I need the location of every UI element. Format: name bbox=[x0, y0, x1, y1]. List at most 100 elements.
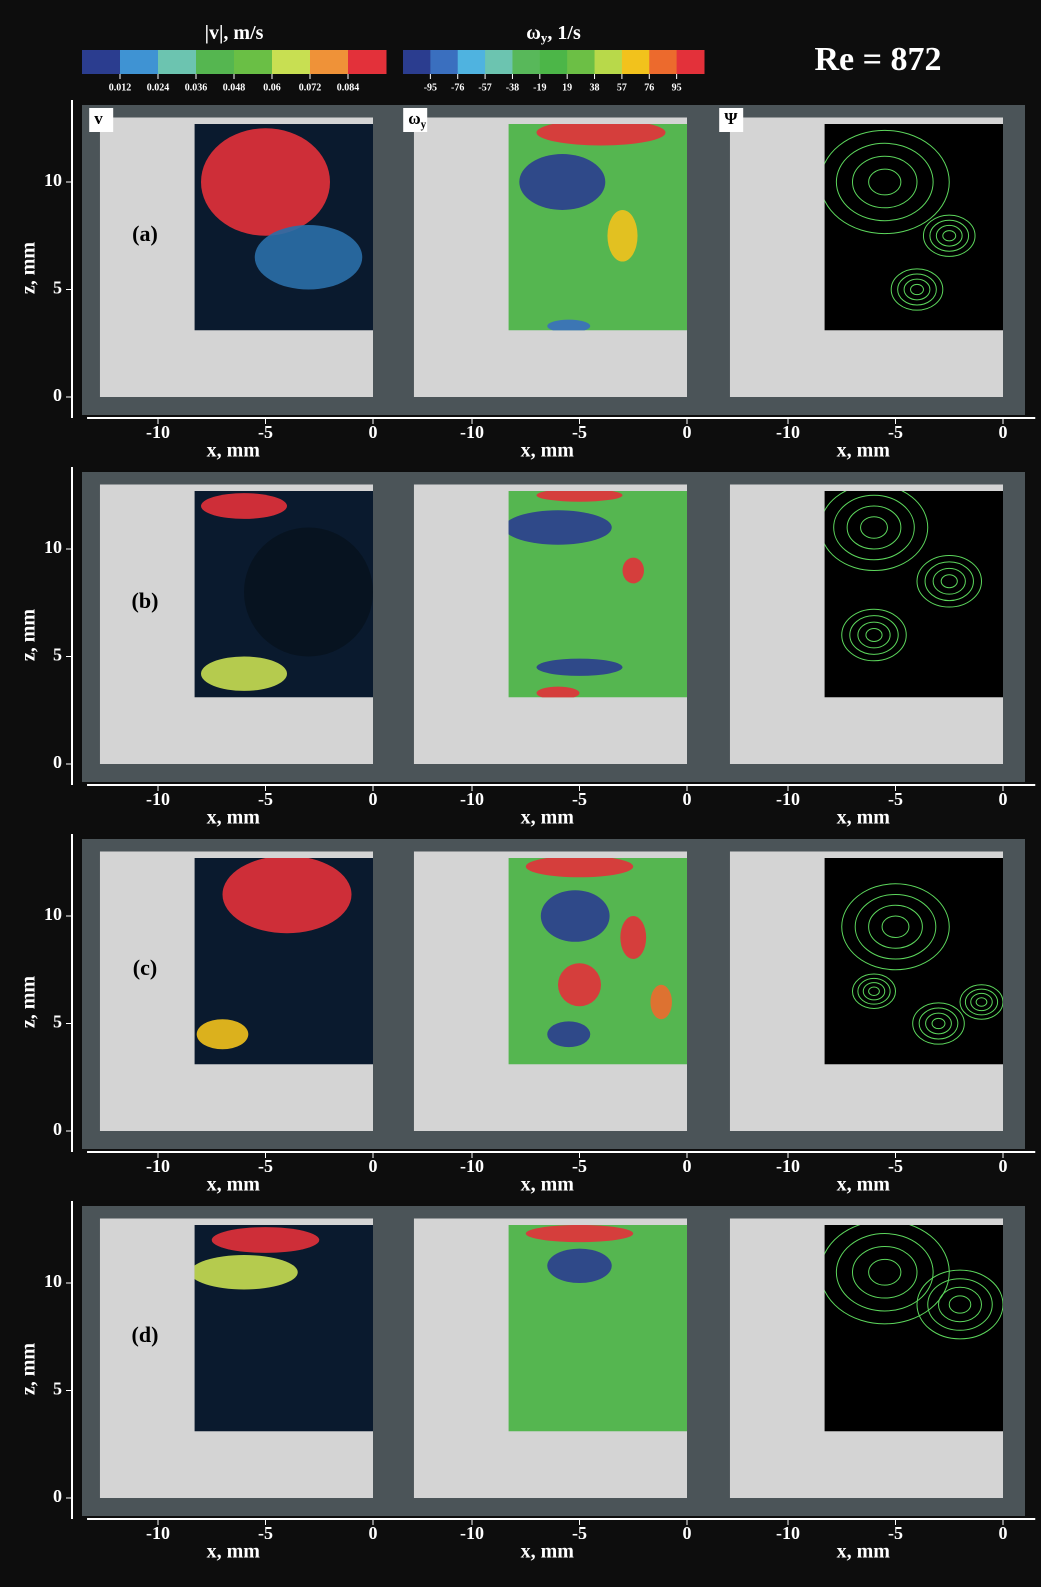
x-tick-label: 0 bbox=[999, 422, 1008, 442]
field-blob bbox=[650, 985, 672, 1019]
colorbar-tick-label: -76 bbox=[451, 82, 464, 93]
field bbox=[195, 491, 373, 697]
colorbar-swatch bbox=[485, 50, 513, 74]
colorbar-swatch bbox=[512, 50, 540, 74]
field bbox=[504, 489, 687, 700]
x-tick-label: 0 bbox=[683, 1156, 692, 1176]
x-tick-label: -10 bbox=[146, 1156, 170, 1176]
x-tick-label: 0 bbox=[369, 1156, 378, 1176]
x-axis-label: x, mm bbox=[837, 440, 891, 462]
field-blob bbox=[244, 528, 373, 657]
colorbar-swatch bbox=[567, 50, 595, 74]
x-tick-label: 0 bbox=[683, 789, 692, 809]
panel-title: Ψ bbox=[724, 109, 738, 128]
colorbar-swatch bbox=[595, 50, 623, 74]
z-axis-label: z, mm bbox=[18, 242, 40, 295]
field-blob bbox=[620, 916, 646, 959]
field bbox=[820, 485, 1003, 698]
field bbox=[825, 858, 1003, 1064]
z-axis-label: z, mm bbox=[18, 976, 40, 1029]
field bbox=[820, 1221, 1003, 1432]
panel-title-part: ω bbox=[408, 109, 420, 128]
field-blob bbox=[607, 210, 637, 262]
field-background bbox=[195, 1225, 373, 1431]
figure: Re = 872 |v|, m/s0.0120.0240.0360.0480.0… bbox=[0, 0, 1041, 1587]
panel-title-part: y bbox=[421, 119, 427, 131]
x-tick-label: -10 bbox=[460, 1523, 484, 1543]
colorbar-swatch bbox=[649, 50, 677, 74]
field bbox=[509, 120, 687, 333]
x-tick-label: -10 bbox=[776, 1156, 800, 1176]
field-blob bbox=[526, 856, 634, 878]
colorbar-label: |v|, m/s bbox=[205, 22, 264, 44]
colorbar-label: ωy, 1/s bbox=[526, 22, 581, 45]
x-axis-label: x, mm bbox=[837, 1541, 891, 1563]
field-blob bbox=[541, 890, 610, 942]
colorbar-swatch bbox=[403, 50, 431, 74]
x-tick-label: -5 bbox=[572, 789, 587, 809]
colorbar-tick-label: 0.084 bbox=[337, 82, 360, 93]
colorbar-swatch bbox=[196, 50, 235, 74]
x-axis-label: x, mm bbox=[207, 440, 261, 462]
colorbar-tick-label: 95 bbox=[672, 82, 682, 93]
colorbar-tick-label: -19 bbox=[533, 82, 546, 93]
field-blob bbox=[558, 963, 601, 1006]
x-tick-label: -5 bbox=[572, 1523, 587, 1543]
z-tick-label: 0 bbox=[53, 385, 62, 405]
row-label: (a) bbox=[132, 221, 158, 246]
field-blob bbox=[197, 1019, 249, 1049]
field-blob bbox=[519, 154, 605, 210]
field-blob bbox=[537, 659, 623, 676]
colorbar-tick-label: -95 bbox=[424, 82, 437, 93]
x-tick-label: -5 bbox=[888, 1156, 903, 1176]
figure-title: Re = 872 bbox=[814, 41, 941, 78]
field-blob bbox=[201, 657, 287, 691]
field-blob bbox=[223, 856, 352, 933]
row-label: (c) bbox=[133, 955, 157, 980]
x-tick-label: 0 bbox=[999, 1156, 1008, 1176]
colorbar-label-part: , 1/s bbox=[547, 22, 581, 44]
colorbar-label-part: ω bbox=[526, 22, 541, 44]
x-axis-label: x, mm bbox=[837, 1174, 891, 1196]
x-tick-label: -5 bbox=[572, 1156, 587, 1176]
colorbar-tick-label: 0.048 bbox=[223, 82, 246, 93]
colorbar-tick-label: 0.036 bbox=[185, 82, 208, 93]
x-tick-label: -5 bbox=[572, 422, 587, 442]
field-blob bbox=[504, 510, 612, 544]
x-tick-label: 0 bbox=[683, 422, 692, 442]
page: Re = 872 |v|, m/s0.0120.0240.0360.0480.0… bbox=[0, 0, 1041, 1587]
z-axis-label: z, mm bbox=[18, 1343, 40, 1396]
field-blob bbox=[201, 128, 330, 236]
field-blob bbox=[190, 1255, 298, 1289]
z-tick-label: 10 bbox=[44, 1271, 62, 1291]
x-tick-label: -5 bbox=[258, 1156, 273, 1176]
z-tick-label: 10 bbox=[44, 904, 62, 924]
x-axis-label: x, mm bbox=[521, 1174, 575, 1196]
z-tick-label: 5 bbox=[53, 1012, 62, 1032]
colorbar-swatch bbox=[234, 50, 273, 74]
colorbar-swatch bbox=[82, 50, 121, 74]
x-axis-label: x, mm bbox=[207, 1174, 261, 1196]
colorbar-tick-label: -38 bbox=[506, 82, 519, 93]
x-tick-label: -5 bbox=[888, 789, 903, 809]
colorbar-tick-label: 0.072 bbox=[299, 82, 322, 93]
colorbar-swatch bbox=[310, 50, 349, 74]
colorbar-tick-label: 0.06 bbox=[263, 82, 281, 93]
field bbox=[190, 1225, 373, 1431]
x-tick-label: -5 bbox=[258, 1523, 273, 1543]
panel-title: v bbox=[94, 109, 103, 128]
z-tick-label: 10 bbox=[44, 170, 62, 190]
colorbar-label-part: |v|, m/s bbox=[205, 22, 264, 44]
x-tick-label: -10 bbox=[776, 1523, 800, 1543]
x-tick-label: -10 bbox=[460, 1156, 484, 1176]
field-blob bbox=[547, 1021, 590, 1047]
x-tick-label: -5 bbox=[258, 789, 273, 809]
field-background bbox=[825, 858, 1003, 1064]
colorbar-swatch bbox=[622, 50, 650, 74]
colorbar-swatch bbox=[272, 50, 311, 74]
field-background bbox=[509, 858, 687, 1064]
colorbar-tick-label: 0.012 bbox=[109, 82, 132, 93]
x-axis-label: x, mm bbox=[521, 807, 575, 829]
x-tick-label: -10 bbox=[460, 789, 484, 809]
colorbar-tick-label: -57 bbox=[478, 82, 491, 93]
